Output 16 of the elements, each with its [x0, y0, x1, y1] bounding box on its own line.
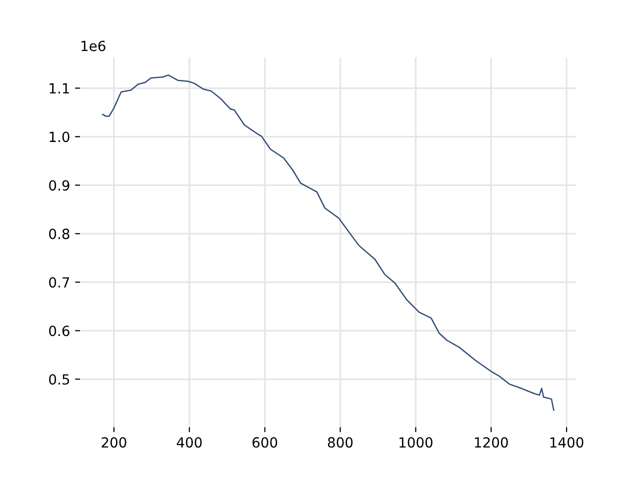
- y-tick-label: 1.1: [50, 83, 69, 94]
- y-tick-label: 0.6: [49, 326, 70, 336]
- x-tick-label: 200: [102, 437, 126, 448]
- x-tick-label: 600: [252, 437, 278, 448]
- line-series: [102, 74, 554, 411]
- y-tick-label: 0.5: [49, 374, 70, 385]
- y-tick-label: 0.7: [49, 277, 70, 288]
- x-tick-label: 1400: [550, 437, 584, 448]
- x-tick-label: 400: [176, 437, 202, 448]
- x-tick-label: 1200: [474, 437, 508, 448]
- text: 1e6: [82, 40, 106, 52]
- x-tick-label: 1000: [400, 437, 432, 448]
- y-tick-label: 0.9: [49, 180, 70, 191]
- y-tick-label: 1.0: [50, 132, 70, 142]
- y-tick-label: 0.8: [49, 228, 70, 240]
- x-tick-label: 800: [328, 437, 353, 448]
